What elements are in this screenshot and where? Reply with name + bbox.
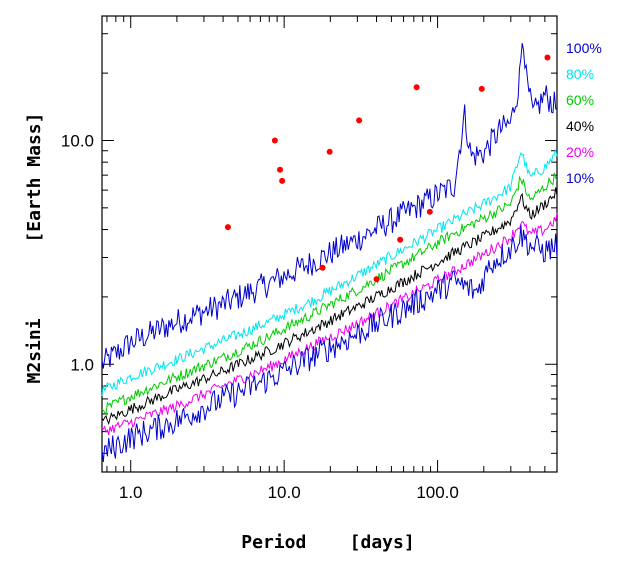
legend-entry: 60% (566, 92, 594, 108)
planet-point (397, 236, 404, 243)
tick-labels: 1.0 10.0 100.0 1.0 10.0 (61, 131, 459, 502)
x-tick-label: 10.0 (268, 483, 301, 502)
axis-ticks (102, 16, 558, 472)
legend: 100% 80% 60% 40% 20% 10% (566, 40, 602, 186)
planet-point (373, 276, 380, 283)
planet-point (319, 264, 326, 271)
legend-entry: 20% (566, 144, 594, 160)
y-tick-label: 10.0 (61, 131, 94, 150)
y-tick-label: 1.0 (70, 355, 94, 374)
plot-frame (101, 15, 558, 473)
planet-point (277, 166, 284, 173)
x-tick-label: 100.0 (416, 483, 459, 502)
series-line-100pct (101, 43, 558, 369)
planet-point (326, 148, 333, 155)
planet-point (478, 85, 485, 92)
legend-entry: 100% (566, 40, 602, 56)
planet-point (544, 54, 551, 61)
legend-entry: 40% (566, 118, 594, 134)
x-axis-label: Period [days] (241, 532, 414, 553)
series-line-10pct (101, 224, 558, 463)
planet-point (279, 177, 286, 184)
planet-point (271, 137, 278, 144)
series-line-80pct (101, 149, 558, 396)
planet-point (413, 84, 420, 91)
planet-point (426, 208, 433, 215)
legend-entry: 80% (566, 66, 594, 82)
planet-point (224, 224, 231, 231)
y-axis-label: M2sini [Earth Mass] (24, 113, 45, 384)
x-tick-label: 1.0 (119, 483, 143, 502)
series-layer (101, 43, 558, 463)
legend-entry: 10% (566, 170, 594, 186)
planet-points (224, 54, 551, 283)
planet-point (356, 117, 363, 124)
series-line-40pct (101, 187, 558, 426)
series-line-60pct (101, 172, 558, 416)
